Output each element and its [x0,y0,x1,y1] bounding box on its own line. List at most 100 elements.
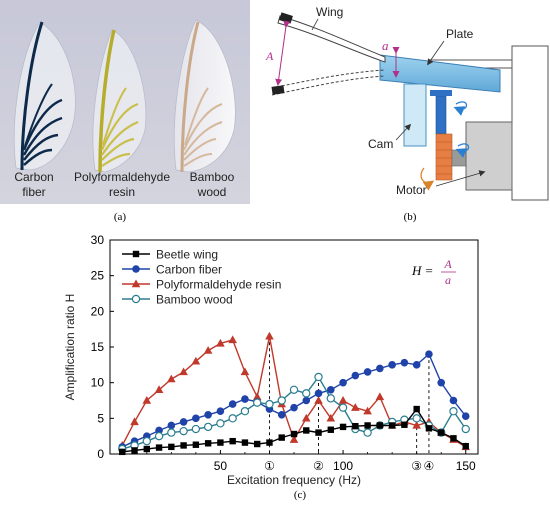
caption-a: (a) [114,211,127,223]
data-point [375,392,385,401]
x-axis-label: Excitation frequency (Hz) [227,473,361,487]
data-point [131,447,138,454]
data-point [376,422,384,429]
chart-axes: 0 5 10 15 20 25 30 50 100 150 ① ② ③ ④ [91,233,479,473]
data-point [338,403,348,412]
data-point [400,358,409,367]
data-point [179,426,188,436]
sample-label-carbon-1: Carbon [14,170,53,184]
data-point [363,406,372,415]
resin-wing [92,29,147,173]
data-point [154,385,164,393]
plate-label: Plate [446,27,474,41]
series-bamboo-wood [118,372,470,454]
sample-label-resin-2: resin [109,185,135,199]
data-point [462,442,469,450]
wing-deflected-lower [271,75,386,96]
data-point [301,413,311,422]
data-point [167,374,176,383]
cam-leader [395,123,412,141]
sample-label-resin-1: Polyformaldehyde [74,170,170,184]
data-point [203,422,213,432]
data-point [180,442,187,449]
data-point [265,331,274,340]
y-tick-label: 25 [91,269,105,283]
data-point [154,431,164,441]
data-point [290,430,298,438]
data-point [203,346,213,354]
data-point [277,410,286,419]
legend-label: Beetle wing [156,248,218,262]
chart-panel-c: 0 5 10 15 20 25 30 50 100 150 ① ② ③ ④ Amplification r… [63,233,479,487]
data-point [252,392,262,401]
data-point [179,367,188,376]
data-point [216,407,225,416]
chart-series [117,331,471,456]
data-point [130,417,139,426]
motor-leader [435,170,486,187]
data-point [450,435,457,442]
data-point [449,407,458,416]
data-point [240,407,250,416]
data-point [216,338,225,347]
data-point [217,439,224,446]
data-point [192,414,200,423]
data-point [143,445,150,453]
data-point [401,421,408,428]
marker-label-1: ① [264,459,275,473]
motor [465,121,513,191]
caption-c: (c) [294,489,307,501]
data-point [339,378,347,387]
data-point [449,396,458,405]
data-point [228,335,237,344]
legend-label: Bamboo wood [156,293,233,307]
data-point [277,396,286,405]
plate-leader [427,40,445,66]
sample-label-bamboo-1: Bamboo [190,170,235,184]
y-tick-label: 20 [91,304,105,318]
motor-label: Motor [396,183,427,197]
data-point [254,440,261,448]
plate [379,54,501,93]
sample-label-carbon-2: fiber [22,185,45,199]
drive-gear [435,133,453,181]
x-tick-label: 50 [214,459,228,473]
wing-deflected-upper [271,69,386,89]
data-point [240,367,250,376]
wing-label: Wing [316,5,343,19]
data-point [167,421,176,430]
y-tick-label: 0 [97,447,104,461]
bamboo-wing [173,19,236,173]
data-point [438,429,445,436]
data-point [425,425,433,432]
data-point [204,410,212,419]
legend-marker [132,265,140,273]
rotation-arrow-orange [420,167,435,191]
data-point [216,419,225,428]
y-axis-label: Amplification ratio H [63,294,77,401]
data-point [327,426,334,433]
data-point [326,413,336,422]
data-point [437,378,446,387]
legend-marker [132,250,140,258]
data-point [413,405,420,413]
y-tick-label: 30 [91,233,105,247]
series-beetle-wing [119,405,469,456]
data-point [338,396,348,404]
data-point [204,440,212,447]
data-point [388,361,396,369]
data-point [339,423,347,431]
wing-shape [277,15,386,63]
data-point [364,422,371,429]
data-point [229,437,236,445]
data-point [461,424,470,434]
data-point [289,435,299,443]
data-point [314,389,323,398]
wing-tip-mass-deflected [271,85,285,95]
amplitude-A-arrow [275,20,291,86]
data-point [302,396,311,405]
data-point [192,441,200,448]
data-point [241,395,249,403]
legend-label: Polyformaldehyde resin [156,278,281,292]
